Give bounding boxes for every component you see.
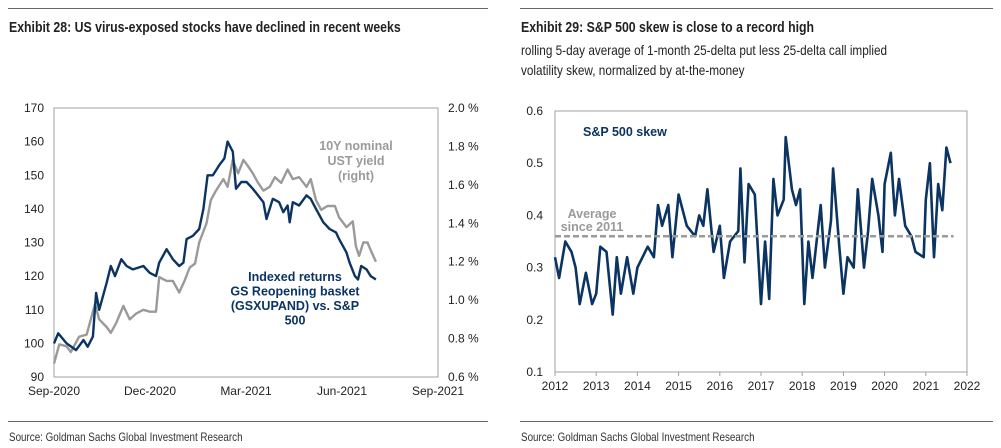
left-y-tick-label: 160	[24, 135, 44, 149]
right-top-rule	[520, 8, 993, 9]
reopening-basket-annotation: (GSXUPAND) vs. S&P	[231, 299, 359, 313]
reopening-basket-annotation: Indexed returns	[248, 270, 342, 284]
right-axis-tick-label: 1.8 %	[448, 139, 479, 153]
skew-y-tick-label: 0.5	[526, 156, 543, 170]
skew-series-line	[553, 135, 952, 316]
right-bottom-rule	[520, 421, 993, 422]
left-y-tick-label: 150	[24, 168, 44, 182]
skew-y-tick-label: 0.4	[526, 208, 543, 222]
skew-y-tick-label: 0.3	[526, 261, 543, 275]
left-top-rule	[8, 8, 488, 9]
ust-yield-annotation: (right)	[338, 169, 374, 183]
skew-x-tick-label: 2019	[830, 379, 857, 393]
reopening-basket-annotation: GS Reopening basket	[230, 285, 360, 299]
left-y-tick-label: 110	[25, 303, 44, 317]
right-axis-tick-label: 1.4 %	[448, 216, 479, 230]
left-y-tick-label: 170	[24, 101, 44, 115]
right-plot-frame	[554, 110, 968, 373]
left-y-tick-label: 100	[24, 336, 44, 350]
left-y-tick-label: 120	[24, 269, 44, 283]
skew-y-tick-label: 0.6	[526, 104, 543, 118]
right-subtitle-line-1: rolling 5-day average of 1-month 25-delt…	[521, 42, 888, 58]
left-x-tick-label: Jun-2021	[317, 384, 367, 398]
left-bottom-rule	[8, 421, 488, 422]
left-x-tick-label: Sep-2021	[412, 384, 464, 398]
skew-x-tick-label: 2012	[542, 379, 569, 393]
right-subtitle-line-2: volatility skew, normalized by at-the-mo…	[521, 62, 745, 78]
ust-yield-annotation: 10Y nominal	[319, 139, 392, 153]
left-x-tick-label: Mar-2021	[220, 384, 272, 398]
skew-x-tick-label: 2013	[583, 379, 610, 393]
left-x-tick-label: Dec-2020	[124, 384, 176, 398]
right-axis-tick-label: 2.0 %	[448, 101, 479, 115]
skew-x-tick-label: 2022	[954, 379, 981, 393]
right-axis-tick-label: 1.6 %	[448, 178, 479, 192]
skew-x-tick-label: 2021	[912, 379, 939, 393]
left-y-tick-label: 130	[24, 236, 44, 250]
right-axis-tick-label: 1.2 %	[448, 255, 479, 269]
left-exhibit-title: Exhibit 28: US virus-exposed stocks have…	[9, 19, 401, 36]
left-plot-frame	[53, 107, 439, 378]
skew-x-tick-label: 2015	[665, 379, 692, 393]
average-label: since 2011	[561, 220, 624, 234]
right-source: Source: Goldman Sachs Global Investment …	[521, 430, 755, 444]
skew-y-tick-label: 0.2	[526, 313, 543, 327]
skew-x-tick-label: 2017	[748, 379, 775, 393]
left-x-tick-label: Sep-2020	[28, 384, 80, 398]
left-y-tick-label: 140	[24, 202, 44, 216]
skew-x-tick-label: 2014	[624, 379, 651, 393]
left-y-tick-label: 90	[31, 370, 45, 384]
right-axis-tick-label: 0.8 %	[448, 332, 479, 346]
skew-series-label: S&P 500 skew	[583, 125, 667, 139]
reopening-basket-annotation: 500	[285, 314, 306, 328]
average-label: Average	[568, 207, 617, 221]
skew-x-tick-label: 2018	[789, 379, 816, 393]
reopening-basket-line	[52, 140, 377, 352]
right-axis-tick-label: 0.6 %	[448, 370, 479, 384]
right-axis-tick-label: 1.0 %	[448, 293, 479, 307]
ust-yield-line	[52, 158, 377, 364]
skew-x-tick-label: 2020	[871, 379, 898, 393]
right-exhibit-title: Exhibit 29: S&P 500 skew is close to a r…	[521, 19, 815, 36]
left-source: Source: Goldman Sachs Global Investment …	[9, 430, 243, 444]
skew-y-tick-label: 0.1	[526, 365, 543, 379]
ust-yield-annotation: UST yield	[328, 154, 385, 168]
skew-x-tick-label: 2016	[706, 379, 733, 393]
